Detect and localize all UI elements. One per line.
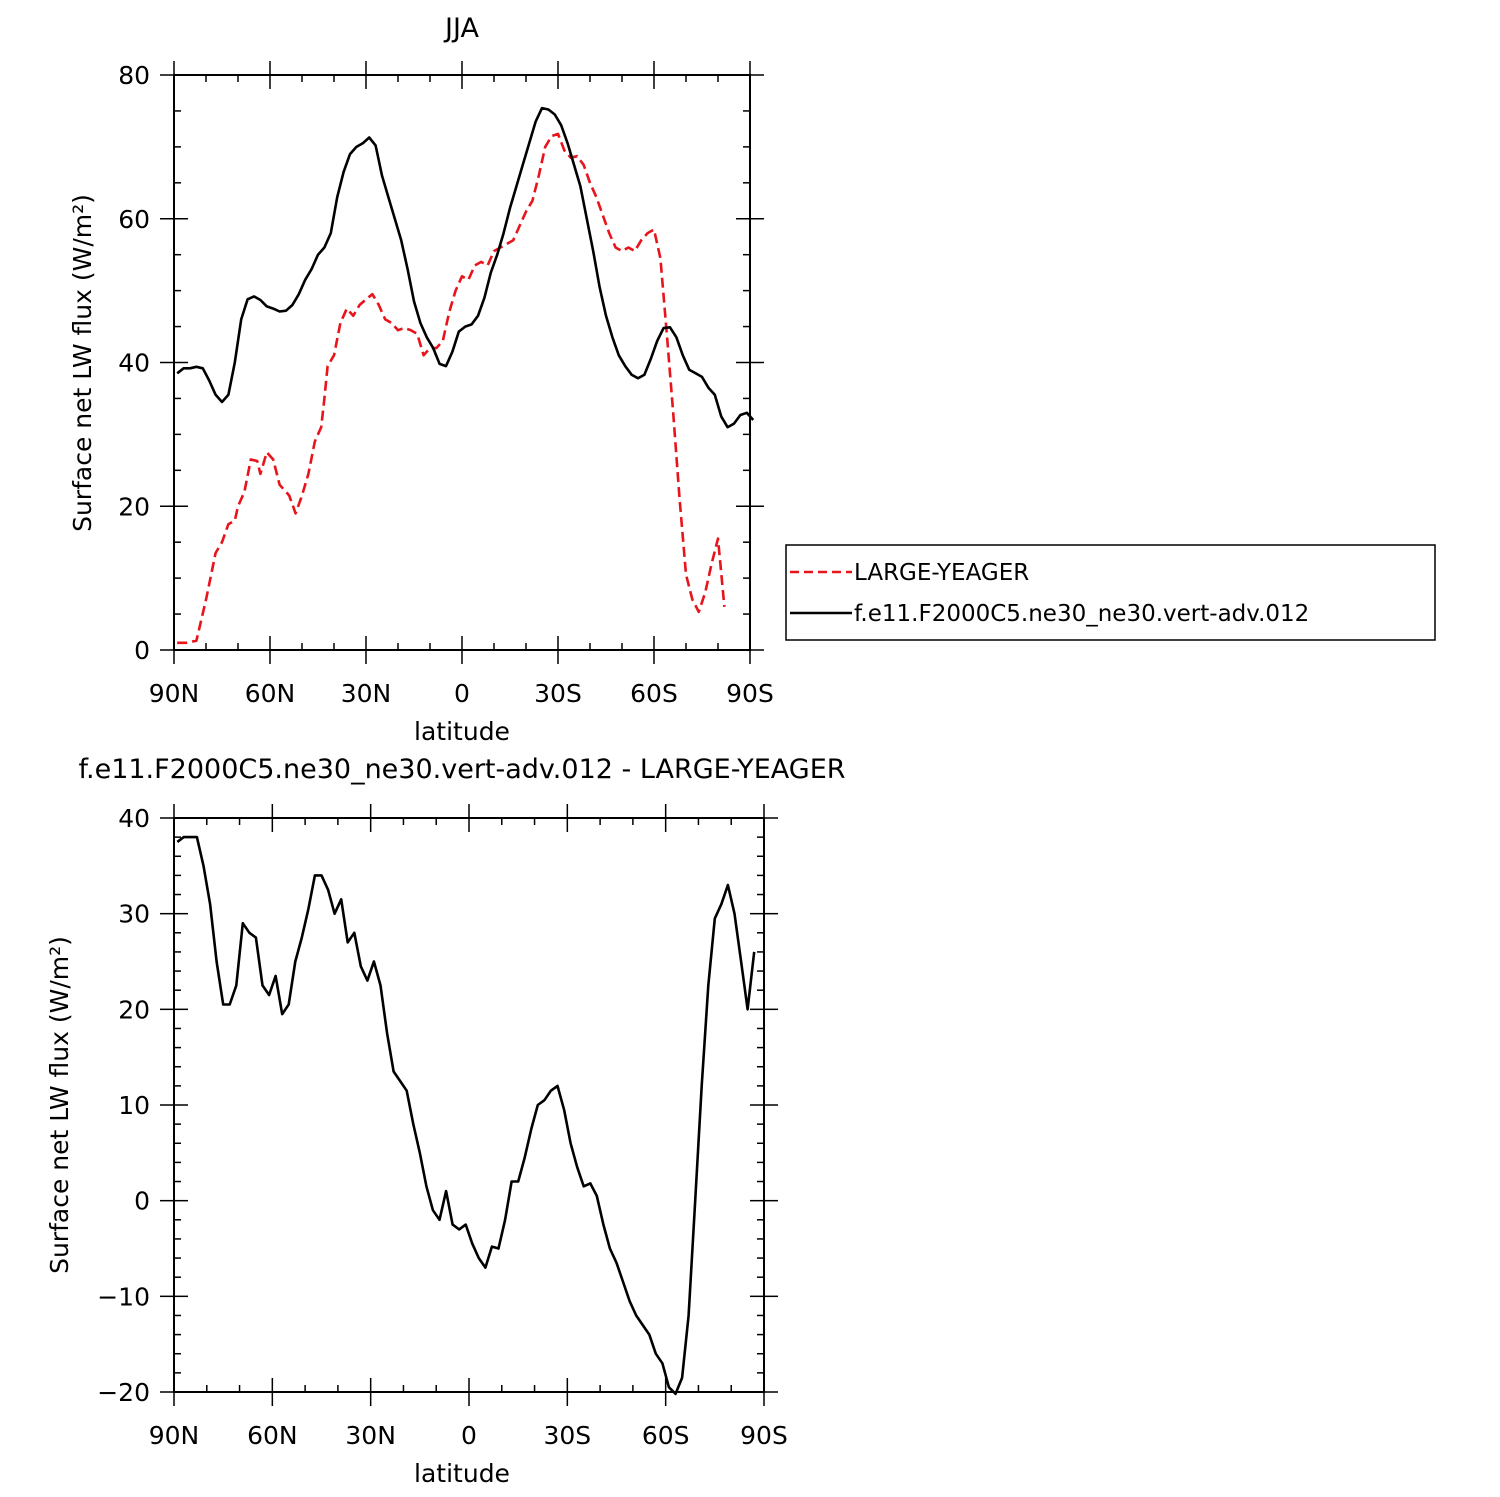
bottom-x-tick-label: 90S bbox=[740, 1421, 788, 1450]
bottom-x-tick-label: 90N bbox=[149, 1421, 200, 1450]
top-y-tick-label: 20 bbox=[118, 492, 150, 521]
bottom-chart-plot-frame bbox=[173, 817, 765, 1393]
top-chart-ticks bbox=[160, 61, 764, 664]
top-chart-tick-labels: 0 20 40 60 80 90N 60N 30N 0 30S 60S 90S bbox=[118, 61, 774, 708]
bottom-y-tick-label: −20 bbox=[97, 1378, 150, 1407]
bottom-y-tick-label: 20 bbox=[118, 995, 150, 1024]
legend-label-model: f.e11.F2000C5.ne30_ne30.vert-adv.012 bbox=[854, 601, 1309, 627]
top-x-tick-label: 60S bbox=[630, 679, 678, 708]
top-chart-y-axis-label: Surface net LW flux (W/m²) bbox=[68, 194, 97, 532]
bottom-y-tick-label: 0 bbox=[134, 1187, 150, 1216]
bottom-x-tick-label: 60S bbox=[642, 1421, 690, 1450]
top-x-tick-label: 90N bbox=[149, 679, 200, 708]
top-chart-title: JJA bbox=[443, 13, 479, 44]
bottom-chart-ticks bbox=[160, 804, 778, 1406]
bottom-x-tick-label: 30S bbox=[543, 1421, 591, 1450]
bottom-y-tick-label: 10 bbox=[118, 1091, 150, 1120]
bottom-series-line-difference bbox=[176, 835, 756, 1396]
top-y-tick-label: 60 bbox=[118, 205, 150, 234]
legend-label-large-yeager: LARGE-YEAGER bbox=[854, 560, 1029, 586]
bottom-x-tick-label: 60N bbox=[247, 1421, 298, 1450]
top-y-tick-label: 0 bbox=[134, 636, 150, 665]
top-chart-plot-frame bbox=[173, 74, 751, 651]
legend: LARGE-YEAGER f.e11.F2000C5.ne30_ne30.ver… bbox=[785, 544, 1436, 641]
top-y-tick-label: 40 bbox=[118, 349, 150, 378]
top-x-tick-label: 0 bbox=[454, 679, 470, 708]
top-y-tick-label: 80 bbox=[118, 61, 150, 90]
bottom-y-tick-label: 30 bbox=[118, 900, 150, 929]
bottom-y-tick-label: −10 bbox=[97, 1282, 150, 1311]
top-chart-x-axis-label: latitude bbox=[414, 717, 510, 746]
bottom-chart-series bbox=[176, 835, 756, 1396]
top-series-line-large-yeager bbox=[177, 132, 726, 645]
bottom-x-tick-label: 0 bbox=[461, 1421, 477, 1450]
bottom-y-tick-label: 40 bbox=[118, 804, 150, 833]
top-chart-series bbox=[176, 106, 755, 645]
top-chart: JJA Surface net LW flux (W/m²) latitude … bbox=[68, 13, 774, 746]
bottom-chart-tick-labels: −20 −10 0 10 20 30 40 90N 60N 30N 0 30S 60S 90S bbox=[97, 804, 788, 1450]
bottom-x-tick-label: 30N bbox=[345, 1421, 396, 1450]
top-x-tick-label: 60N bbox=[245, 679, 296, 708]
bottom-chart-y-axis-label: Surface net LW flux (W/m²) bbox=[45, 936, 74, 1274]
top-x-tick-label: 30S bbox=[534, 679, 582, 708]
bottom-chart: f.e11.F2000C5.ne30_ne30.vert-adv.012 - L… bbox=[45, 754, 846, 1488]
bottom-chart-title: f.e11.F2000C5.ne30_ne30.vert-adv.012 - L… bbox=[78, 754, 845, 785]
legend-box bbox=[785, 544, 1436, 641]
top-x-tick-label: 30N bbox=[341, 679, 392, 708]
top-series-line-f-e11-f2000c5-ne30-ne30-vert-adv-012 bbox=[176, 106, 755, 429]
top-x-tick-label: 90S bbox=[726, 679, 774, 708]
bottom-chart-x-axis-label: latitude bbox=[414, 1459, 510, 1488]
